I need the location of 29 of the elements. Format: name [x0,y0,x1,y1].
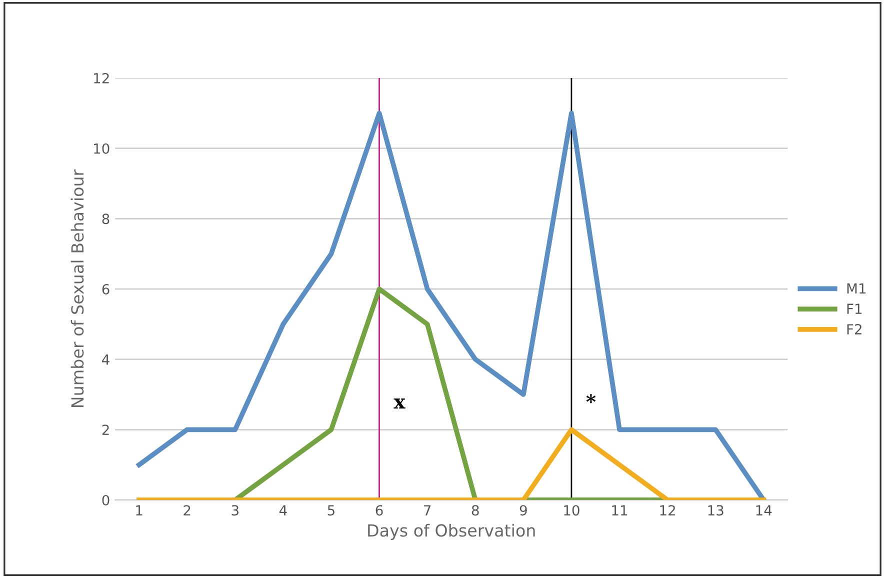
legend-label: F1 [847,304,862,314]
x-tick-label: 6 [376,505,383,516]
x-tick-label: 13 [708,505,724,516]
legend-label: F2 [847,324,862,334]
ref-line-label: x [394,398,406,409]
x-tick-label: 2 [184,505,190,516]
x-tick-label: 12 [660,505,675,516]
x-tick-label: 5 [328,505,334,516]
x-tick-label: 10 [564,505,580,516]
y-tick-label: 0 [102,494,110,506]
line-series [136,110,766,500]
legend-label: M1 [847,283,866,294]
y-tick-label: 2 [102,424,109,435]
x-tick-label: 8 [472,505,479,516]
x-axis-title: Days of Observation [368,524,535,540]
x-tick-label: 1 [136,505,142,516]
y-tick-label: 8 [102,214,110,224]
x-tick-label: 7 [424,505,431,516]
ref-line-label: * [586,394,596,404]
x-tick-label: 9 [520,505,527,516]
y-axis-title: Number of Sexual Behaviour [70,169,84,408]
x-tick-label: 3 [232,505,238,516]
x-tick-label: 11 [612,505,628,516]
y-tick-label: 6 [102,284,110,294]
y-tick-label: 4 [102,354,110,365]
y-tick-label: 12 [94,73,109,84]
x-tick-label: 4 [279,505,287,516]
x-tick-label: 14 [756,505,772,516]
y-tick-label: 10 [94,143,110,154]
